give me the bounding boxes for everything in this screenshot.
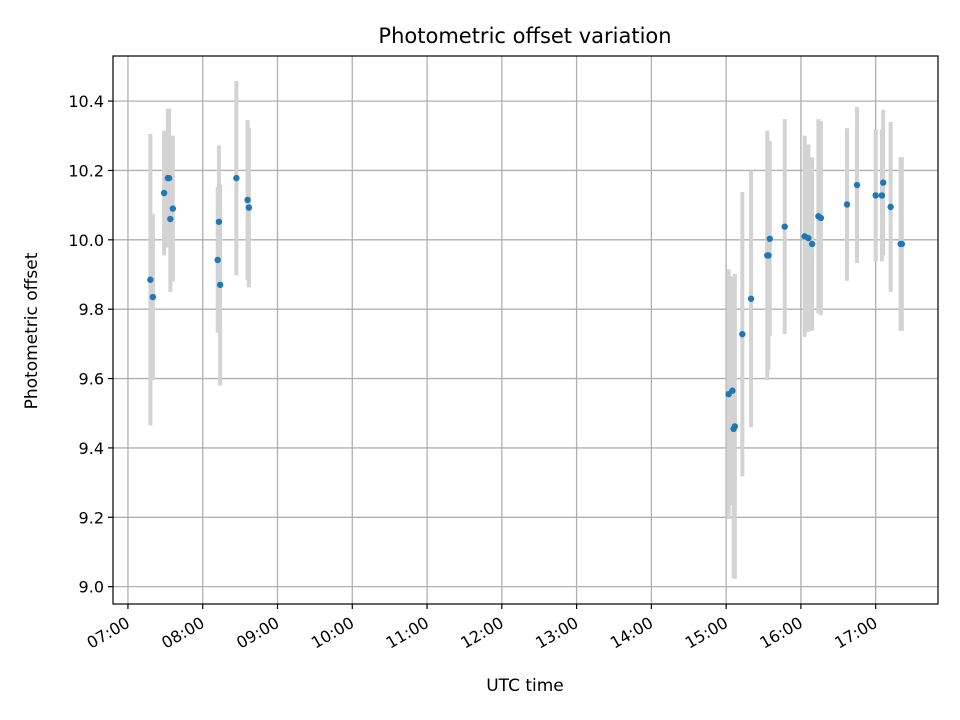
data-point — [781, 223, 788, 230]
y-tick-label: 10.2 — [68, 161, 104, 180]
data-point — [244, 196, 251, 204]
data-point — [843, 201, 851, 208]
data-point — [245, 204, 253, 211]
data-point — [215, 218, 223, 225]
data-point — [887, 203, 894, 211]
data-point — [729, 387, 736, 394]
x-tick-label: 07:00 — [84, 613, 133, 653]
y-tick-label: 9.2 — [79, 508, 104, 527]
y-tick-label: 9.0 — [79, 578, 104, 597]
data-point — [149, 293, 157, 301]
data-point — [216, 281, 224, 289]
x-tick-label: 16:00 — [756, 613, 805, 653]
y-tick-label: 10.0 — [68, 231, 104, 250]
data-point — [879, 179, 887, 186]
data-point — [805, 234, 812, 242]
plot-frame — [112, 55, 939, 605]
x-tick-layer: 07:00 08:00 09:00 10:00 11:00 12:00 13:00 14:00… — [84, 604, 881, 653]
x-tick-label: 14:00 — [607, 613, 656, 653]
data-point — [233, 174, 240, 182]
data-point — [160, 189, 168, 197]
x-tick-label: 17:00 — [831, 613, 880, 653]
x-tick-label: 11:00 — [383, 613, 432, 653]
data-point — [766, 235, 773, 242]
data-point — [747, 295, 755, 302]
data-point — [872, 192, 879, 199]
y-axis-label: Photometric offset — [22, 252, 42, 409]
data-point — [169, 205, 177, 212]
y-tick-layer: 9.0 9.2 9.4 9.6 9.8 10.0 10.2 10.4 — [68, 92, 113, 597]
point-layer — [147, 174, 906, 433]
errorbar-layer — [148, 80, 904, 580]
x-tick-label: 13:00 — [532, 613, 581, 653]
y-tick-label: 9.8 — [79, 300, 104, 319]
data-point — [167, 215, 174, 223]
data-point — [898, 240, 906, 248]
data-point — [731, 423, 739, 430]
data-point — [214, 256, 221, 264]
data-point — [808, 240, 816, 248]
y-tick-label: 10.4 — [68, 92, 104, 111]
x-tick-label: 12:00 — [457, 613, 506, 653]
x-tick-label: 08:00 — [158, 613, 207, 653]
data-point — [817, 214, 825, 222]
data-point — [765, 252, 772, 259]
data-point — [739, 330, 746, 338]
chart-title: Photometric offset variation — [378, 24, 671, 48]
data-point — [147, 276, 154, 283]
x-tick-label: 15:00 — [682, 613, 731, 653]
x-tick-label: 09:00 — [233, 613, 282, 653]
x-axis-label: UTC time — [486, 676, 564, 696]
x-tick-label: 10:00 — [308, 613, 357, 653]
y-tick-label: 9.6 — [79, 370, 104, 389]
data-point — [165, 174, 173, 182]
y-tick-label: 9.4 — [79, 439, 104, 458]
data-point — [878, 192, 886, 199]
data-point — [853, 181, 861, 189]
